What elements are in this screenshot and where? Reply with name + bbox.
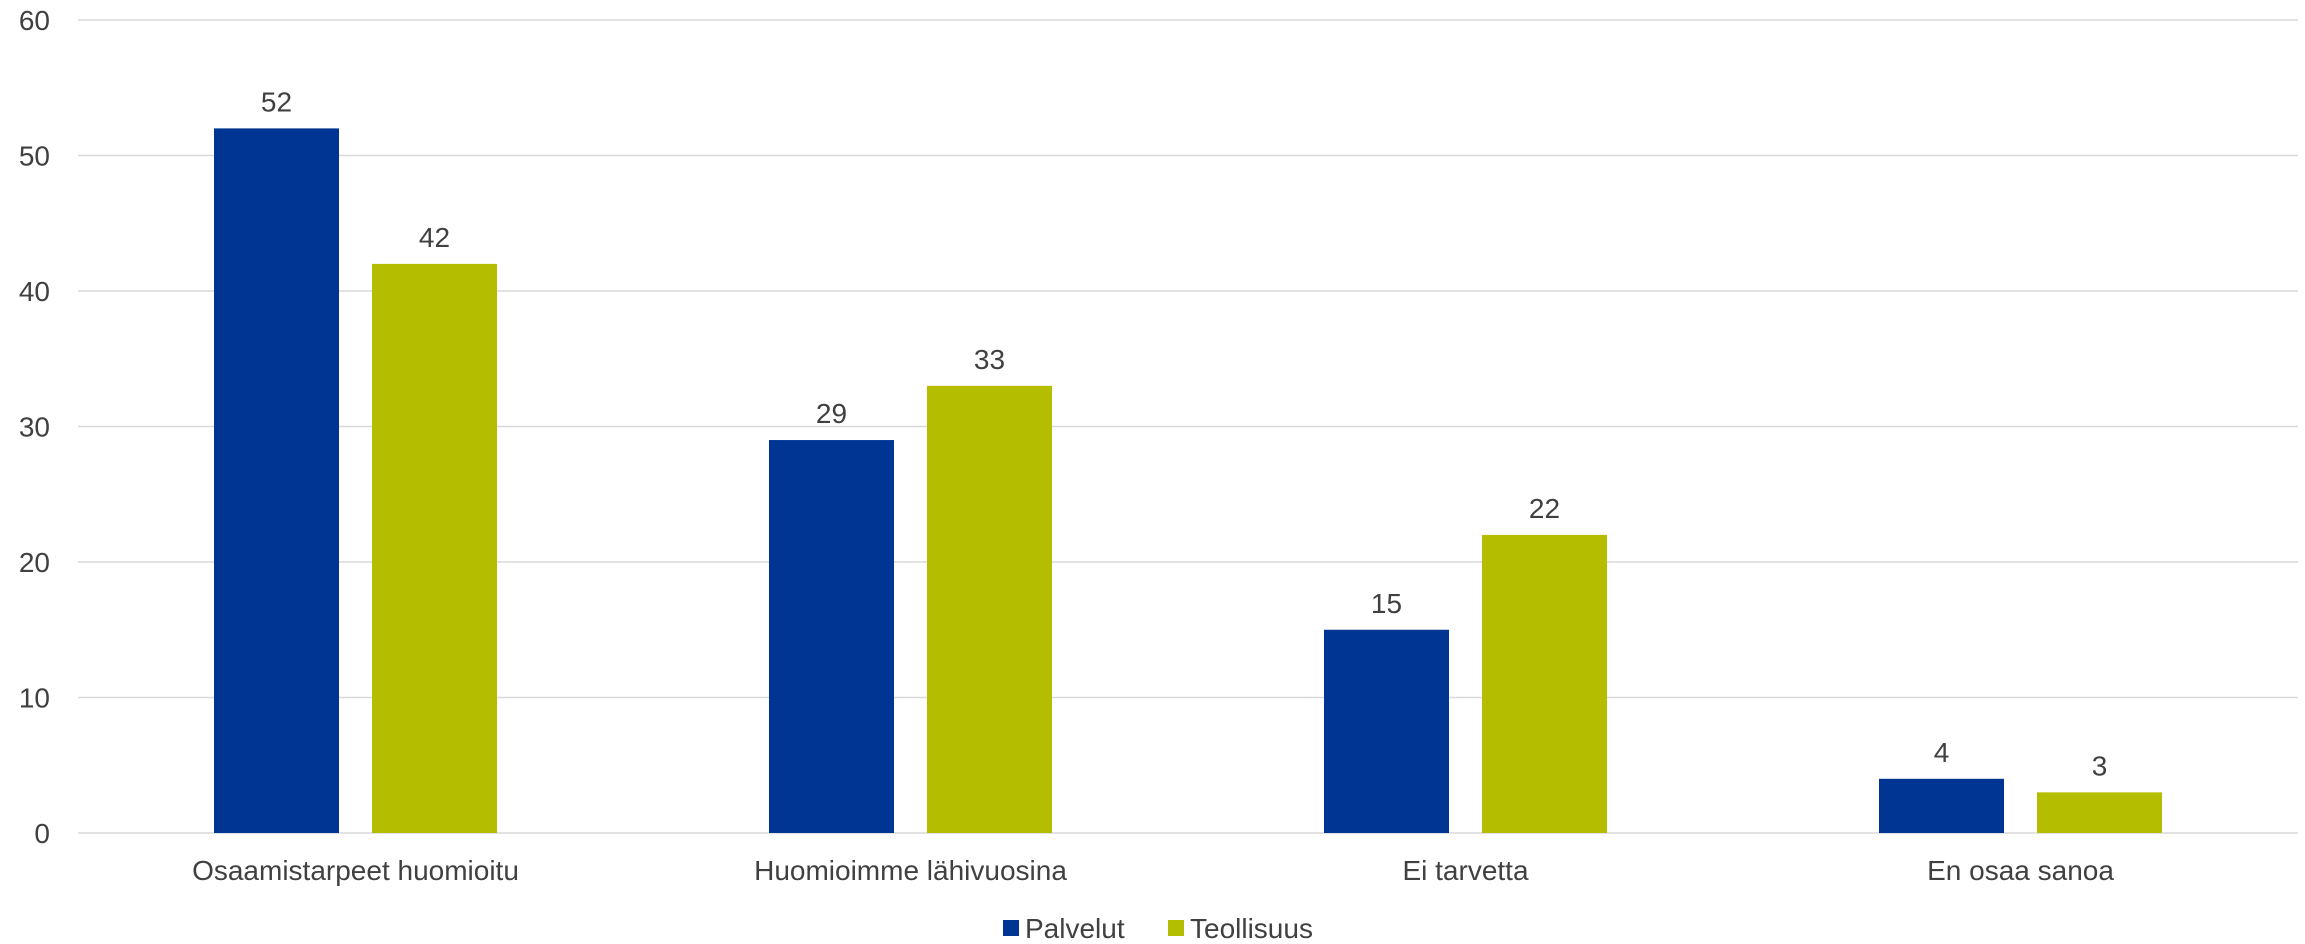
data-label: 3 <box>2092 750 2108 781</box>
bar-palvelut <box>1879 778 2004 833</box>
y-axis-ticks: 0 10 20 30 40 50 60 <box>19 5 50 849</box>
legend: Palvelut Teollisuus <box>1003 913 1313 944</box>
legend-swatch-teollisuus <box>1168 920 1184 936</box>
data-label: 4 <box>1934 737 1950 768</box>
data-label: 52 <box>261 86 292 117</box>
data-label: 22 <box>1529 493 1560 524</box>
legend-swatch-palvelut <box>1003 920 1019 936</box>
data-label: 29 <box>816 398 847 429</box>
y-tick-label: 0 <box>34 818 50 849</box>
bar-teollisuus <box>1482 534 1607 833</box>
bar-teollisuus <box>2037 792 2162 833</box>
legend-label: Palvelut <box>1025 913 1125 944</box>
category-label: En osaa sanoa <box>1927 855 2114 886</box>
bar-teollisuus <box>927 385 1052 833</box>
y-tick-label: 20 <box>19 547 50 578</box>
data-label: 15 <box>1371 588 1402 619</box>
legend-label: Teollisuus <box>1190 913 1313 944</box>
category-label: Huomioimme lähivuosina <box>754 855 1067 886</box>
y-tick-label: 50 <box>19 141 50 172</box>
y-tick-label: 30 <box>19 412 50 443</box>
bar-teollisuus <box>372 263 497 833</box>
category-label: Osaamistarpeet huomioitu <box>192 855 519 886</box>
y-tick-label: 10 <box>19 683 50 714</box>
bar-palvelut <box>1324 629 1449 833</box>
bar-palvelut <box>769 440 894 833</box>
bars <box>214 128 2162 833</box>
category-labels: Osaamistarpeet huomioitu Huomioimme lähiv… <box>192 855 2114 886</box>
category-label: Ei tarvetta <box>1402 855 1528 886</box>
data-labels: 52 42 29 33 15 22 4 3 <box>261 86 2107 781</box>
bar-palvelut <box>214 128 339 833</box>
data-label: 33 <box>974 344 1005 375</box>
y-tick-label: 60 <box>19 5 50 36</box>
y-tick-label: 40 <box>19 276 50 307</box>
data-label: 42 <box>419 222 450 253</box>
